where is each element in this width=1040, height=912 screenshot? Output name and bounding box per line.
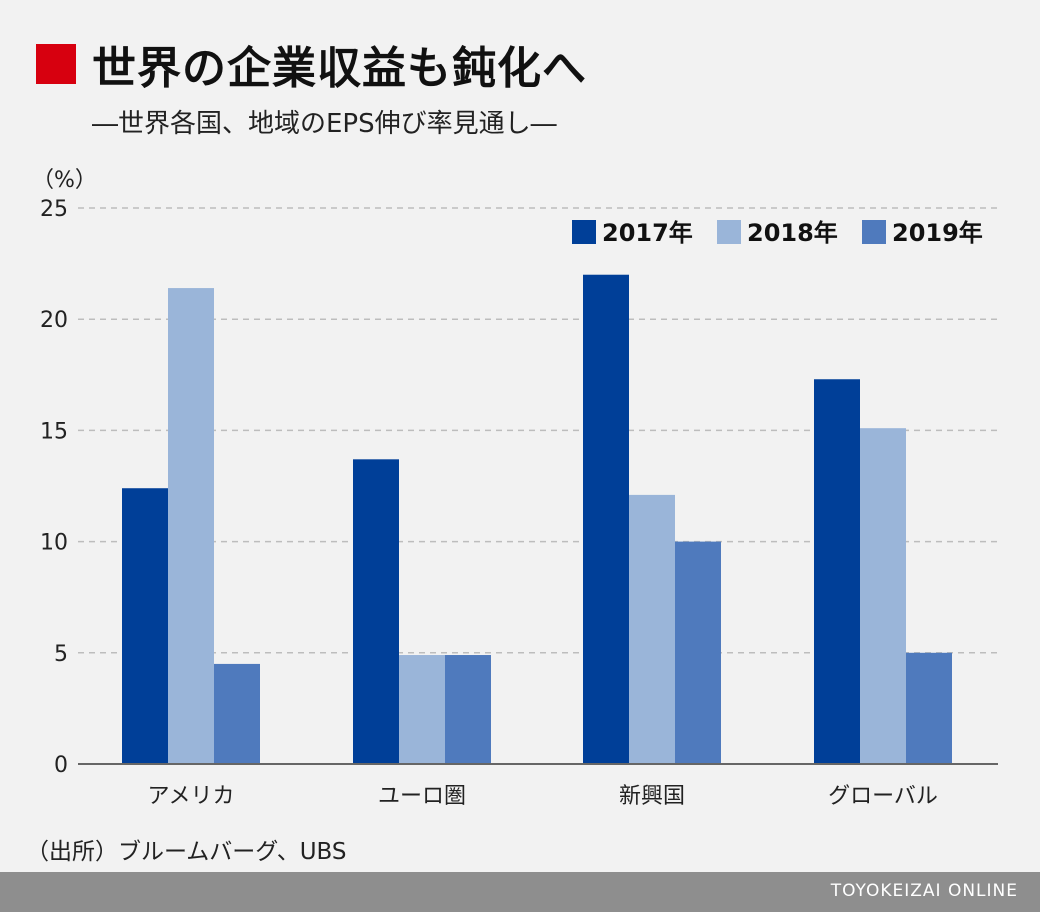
y-tick-label: 5 <box>54 642 68 667</box>
bar <box>629 494 675 764</box>
footer-brand: TOYOKEIZAI ONLINE <box>830 881 1018 901</box>
bar <box>445 655 491 764</box>
chart-subtitle: ―世界各国、地域のEPS伸び率見通し― <box>92 109 557 139</box>
legend-swatch <box>717 220 741 244</box>
x-tick-label: 新興国 <box>619 784 685 809</box>
legend-label: 2018年 <box>747 219 838 247</box>
bar <box>168 288 214 764</box>
bar-chart: （%） 0 5 10 15 20 25 アメリカ ユーロ圏 新興国 グローバル 2017年 2018年 2… <box>32 168 998 809</box>
bar <box>860 428 906 764</box>
legend-swatch <box>862 220 886 244</box>
y-tick-label: 25 <box>40 197 68 222</box>
legend-label: 2019年 <box>892 219 983 247</box>
bar <box>122 488 168 764</box>
title-marker <box>36 44 76 84</box>
bar <box>399 655 445 764</box>
bar <box>583 274 629 764</box>
bar <box>675 541 721 764</box>
bar <box>353 459 399 764</box>
x-tick-label: グローバル <box>828 784 938 809</box>
x-tick-label: ユーロ圏 <box>378 784 466 809</box>
legend-swatch <box>572 220 596 244</box>
y-tick-label: 15 <box>40 419 68 444</box>
y-tick-label: 20 <box>40 308 68 333</box>
x-tick-label: アメリカ <box>148 784 235 809</box>
chart-title: 世界の企業収益も鈍化へ <box>92 43 587 94</box>
footer-bar: TOYOKEIZAI ONLINE <box>0 872 1040 912</box>
y-tick-label: 10 <box>40 531 68 556</box>
y-tick-label: 0 <box>54 753 68 778</box>
title-row: 世界の企業収益も鈍化へ <box>36 34 587 94</box>
y-unit-label: （%） <box>32 168 97 193</box>
source-note: （出所）ブルームバーグ、UBS <box>26 839 347 865</box>
bar <box>814 379 860 764</box>
legend-label: 2017年 <box>602 219 693 247</box>
bar <box>214 663 260 764</box>
bar <box>906 652 952 764</box>
